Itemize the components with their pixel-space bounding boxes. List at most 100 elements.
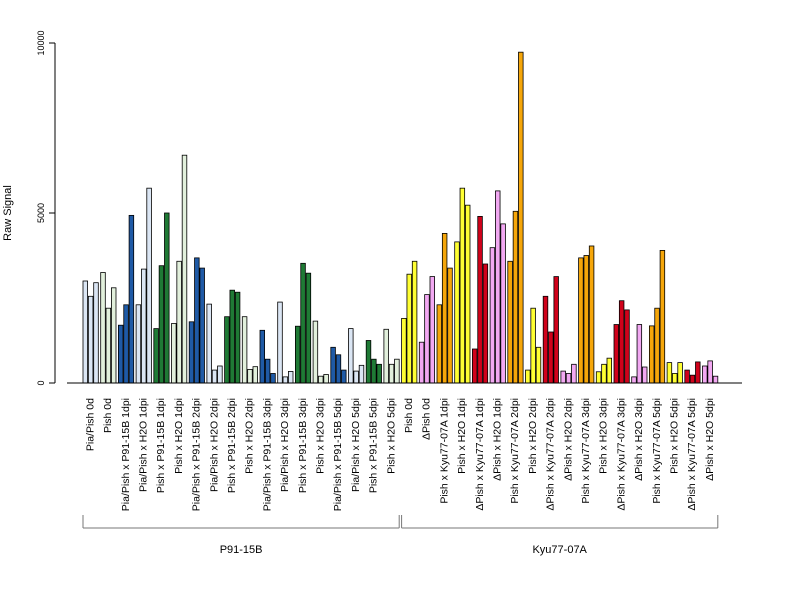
x-tick-label: Pish 0d xyxy=(403,398,415,433)
bar xyxy=(454,241,460,384)
bar xyxy=(353,370,359,384)
bar xyxy=(176,260,182,384)
bar xyxy=(464,204,471,384)
bar xyxy=(383,328,389,384)
bar xyxy=(365,340,372,384)
bar xyxy=(153,328,159,384)
bar xyxy=(199,267,205,384)
bar xyxy=(601,363,607,384)
bar xyxy=(447,267,453,384)
x-tick-label: Pish x H2O 1dpi xyxy=(456,398,468,474)
bar xyxy=(588,245,595,384)
bar xyxy=(241,316,248,384)
y-axis: 0 5000 10000 xyxy=(36,30,56,386)
bar xyxy=(282,376,289,384)
x-tick-label: ΔPish x H2O 1dpi xyxy=(492,398,504,481)
bar xyxy=(211,369,218,384)
x-tick-label: Pish 0d xyxy=(102,398,114,433)
bar xyxy=(560,370,566,384)
bar xyxy=(624,309,630,384)
group-label: P91-15B xyxy=(220,544,263,556)
x-tick-label: Pish x Kyu77-07A 2dpi xyxy=(509,398,521,504)
bar xyxy=(471,348,478,384)
bar xyxy=(507,260,513,384)
bar xyxy=(100,272,106,384)
x-tick-label: ΔPish x Kyu77-07A 3dpi xyxy=(615,398,627,511)
y-axis-title: Raw Signal xyxy=(2,185,14,241)
bar xyxy=(654,307,660,384)
bar xyxy=(247,368,253,384)
bar xyxy=(702,365,708,384)
bar xyxy=(105,307,112,384)
bars xyxy=(82,51,719,384)
x-tick-label: Pish x H2O 3dpi xyxy=(598,398,610,474)
x-tick-label: Pish x H2O 2dpi xyxy=(244,398,256,474)
bar xyxy=(535,346,542,384)
x-tick-label: ΔPish x H2O 2dpi xyxy=(562,398,574,481)
x-tick-label: Pish x P91-15B 3dpi xyxy=(297,398,309,493)
bar xyxy=(595,371,602,384)
bar xyxy=(287,371,294,384)
bar xyxy=(553,276,559,384)
bar xyxy=(141,268,147,384)
bar xyxy=(707,360,713,384)
bar xyxy=(636,324,643,384)
bar xyxy=(649,325,655,384)
y-tick-label: 0 xyxy=(36,380,46,385)
bar xyxy=(401,317,407,384)
bar xyxy=(323,374,329,384)
bar xyxy=(348,328,354,384)
bar xyxy=(659,249,666,384)
bar xyxy=(406,273,412,384)
x-tick-label: Pia/Pish 0d xyxy=(84,398,96,451)
bar xyxy=(436,304,442,384)
bar xyxy=(335,354,342,384)
bar xyxy=(341,369,347,384)
bar xyxy=(111,287,117,384)
bar xyxy=(565,373,572,384)
x-tick-label: Pia/Pish x P91-15B 2dpi xyxy=(191,398,203,511)
bar xyxy=(548,331,554,384)
bar xyxy=(229,289,235,384)
x-tick-label: ΔPish x H2O 3dpi xyxy=(633,398,645,481)
bar xyxy=(164,212,170,384)
bar xyxy=(530,307,536,384)
bar xyxy=(300,262,306,384)
x-tick-label: Pish x P91-15B 2dpi xyxy=(226,398,238,493)
x-tick-label: ΔPish x H2O 5dpi xyxy=(704,398,716,481)
bar xyxy=(135,304,142,384)
bar xyxy=(181,154,188,384)
group-label: Kyu77-07A xyxy=(532,544,587,556)
group-brackets: P91-15B Kyu77-07A xyxy=(82,515,719,556)
x-tick-label: Pish x P91-15B 1dpi xyxy=(155,398,167,493)
bar xyxy=(583,255,589,384)
x-tick-label: Pia/Pish x H2O 1dpi xyxy=(138,398,150,492)
bar xyxy=(684,369,690,384)
bar xyxy=(606,357,612,384)
bar xyxy=(318,375,324,384)
y-tick-label: 10000 xyxy=(36,30,46,55)
bar xyxy=(270,373,276,384)
x-tick-label: Pia/Pish x P91-15B 3dpi xyxy=(261,398,273,511)
x-tick-label: Pish x H2O 5dpi xyxy=(669,398,681,474)
y-tick-label: 5000 xyxy=(36,203,46,223)
bar xyxy=(294,325,301,384)
bar xyxy=(128,214,135,384)
bar xyxy=(613,324,619,384)
x-tick-label: Pia/Pish x P91-15B 1dpi xyxy=(120,398,132,511)
x-tick-label: ΔPish x Kyu77-07A 2dpi xyxy=(545,398,557,511)
bar xyxy=(689,374,696,384)
bar xyxy=(371,358,377,384)
bar xyxy=(123,304,129,384)
x-tick-label: Pish x H2O 5dpi xyxy=(385,398,397,474)
x-tick-label: ΔPish x Kyu77-07A 5dpi xyxy=(686,398,698,511)
bar xyxy=(259,329,265,384)
x-tick-label: Pish x H2O 1dpi xyxy=(173,398,185,474)
bar xyxy=(358,364,365,384)
x-tick-label: ΔPish 0d xyxy=(421,398,433,440)
bar xyxy=(424,294,430,384)
bar xyxy=(394,358,400,384)
bar xyxy=(217,365,223,384)
